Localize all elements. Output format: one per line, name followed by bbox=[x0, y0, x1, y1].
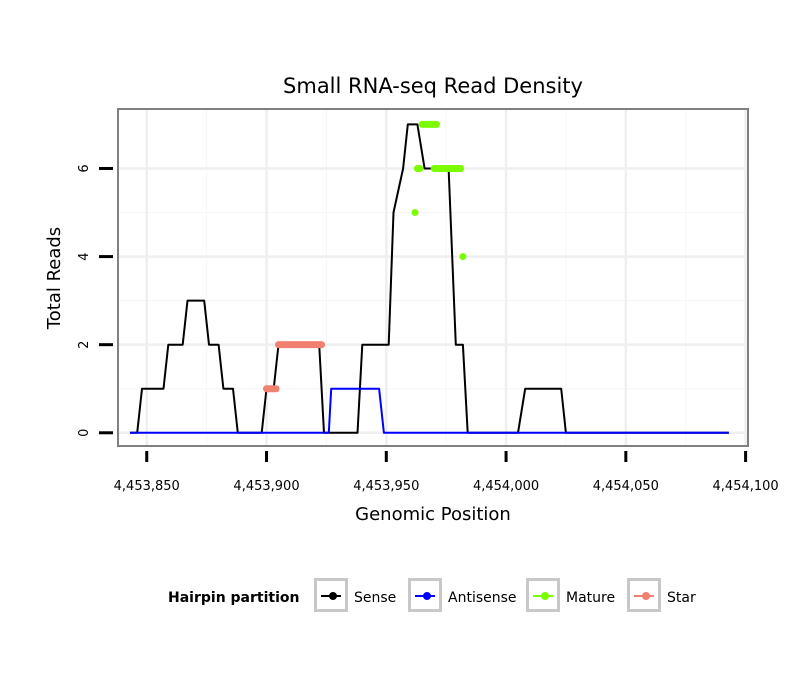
legend-dot bbox=[541, 592, 549, 600]
y-axis: 0 2 4 6 bbox=[77, 164, 113, 437]
legend-label-sense: Sense bbox=[354, 590, 397, 606]
legend-dot bbox=[329, 592, 337, 600]
grid-lines bbox=[118, 109, 748, 446]
legend-title: Hairpin partition bbox=[168, 590, 300, 606]
x-tick-label: 4,453,900 bbox=[233, 479, 299, 494]
chart-title: Small RNA-seq Read Density bbox=[283, 74, 583, 98]
x-axis: 4,453,850 4,453,900 4,453,950 4,454,000 4,45… bbox=[114, 451, 779, 494]
legend-dot bbox=[423, 592, 431, 600]
legend-label-antisense: Antisense bbox=[448, 590, 517, 606]
x-axis-label: Genomic Position bbox=[355, 504, 511, 525]
plot-border bbox=[117, 108, 749, 447]
y-tick-label: 4 bbox=[77, 252, 92, 260]
chart-canvas: Small RNA-seq Read Density Genomic Posit… bbox=[44, 74, 779, 525]
x-tick-label: 4,454,100 bbox=[713, 479, 779, 494]
y-tick-label: 6 bbox=[77, 164, 92, 172]
y-tick-label: 2 bbox=[77, 341, 92, 349]
x-tick-label: 4,454,000 bbox=[473, 479, 539, 494]
series-layer bbox=[130, 120, 729, 434]
legend-dot bbox=[642, 592, 650, 600]
x-tick-label: 4,453,850 bbox=[114, 479, 180, 494]
y-tick-label: 0 bbox=[77, 429, 92, 437]
series-antisense-line bbox=[130, 387, 729, 434]
legend-key-mature bbox=[526, 578, 560, 612]
x-tick-label: 4,454,050 bbox=[593, 479, 659, 494]
y-axis-label: Total Reads bbox=[44, 227, 65, 330]
legend-key-star bbox=[627, 578, 661, 612]
legend-key-antisense bbox=[408, 578, 442, 612]
legend-key-sense bbox=[314, 578, 348, 612]
legend-label-star: Star bbox=[667, 590, 696, 606]
legend-label-mature: Mature bbox=[566, 590, 616, 606]
legend: Hairpin partition Sense Antisense Mature bbox=[0, 578, 810, 618]
series-sense-line bbox=[130, 123, 729, 434]
x-tick-label: 4,453,950 bbox=[353, 479, 419, 494]
